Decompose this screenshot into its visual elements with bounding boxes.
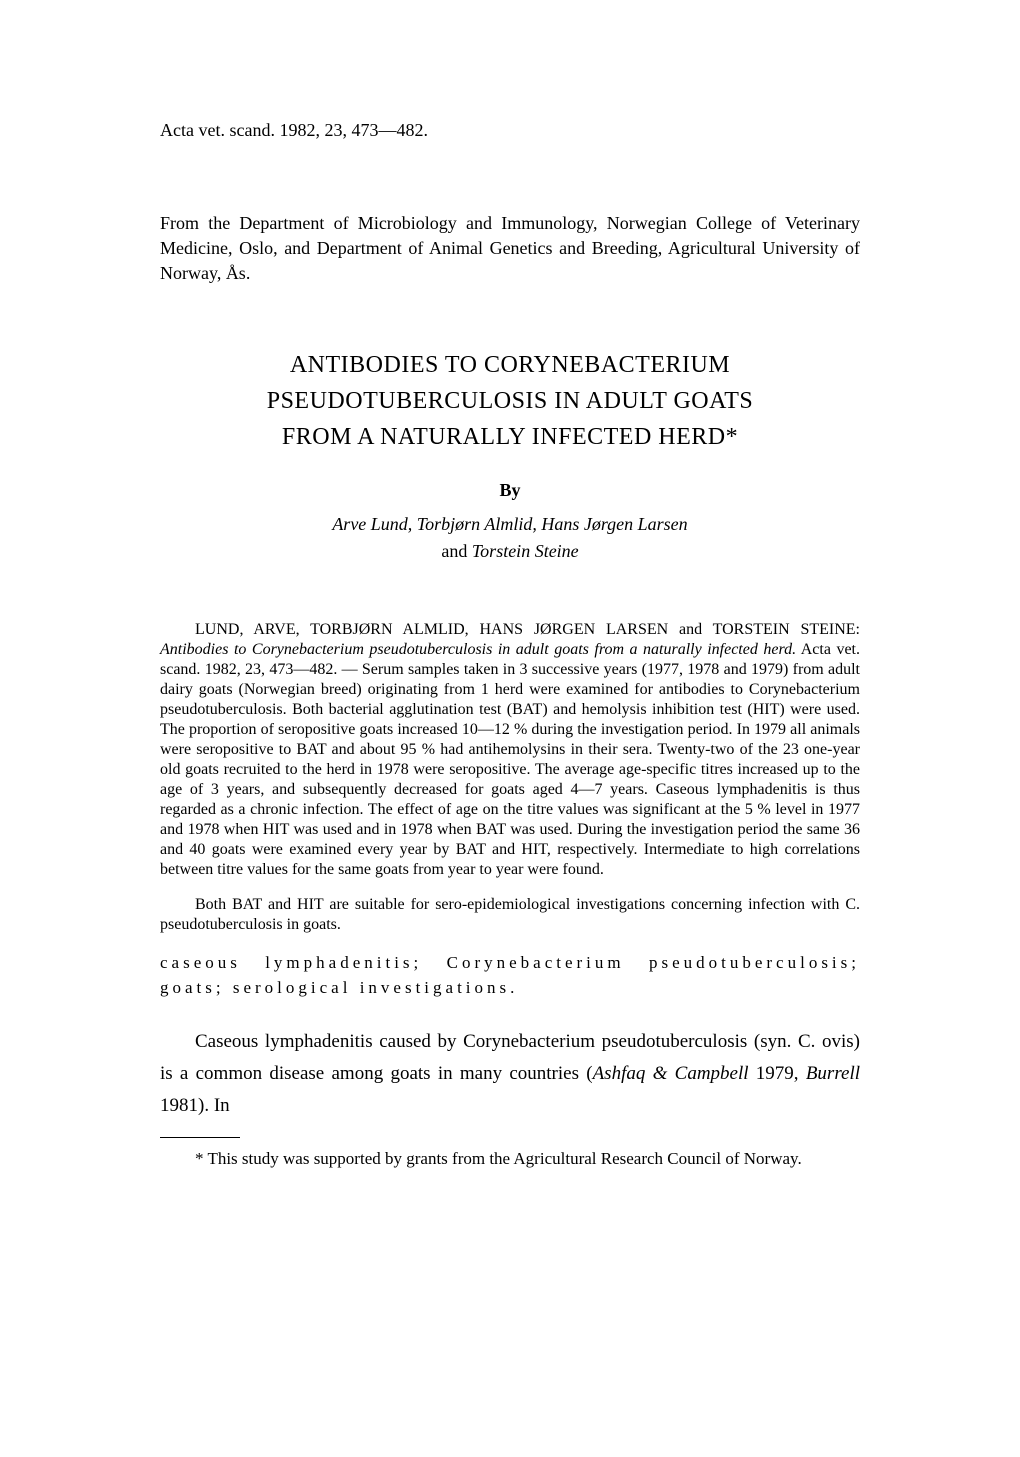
authors-line-2: Torstein Steine [472, 541, 579, 561]
footnote-separator [160, 1137, 240, 1138]
abstract-paragraph-1: LUND, ARVE, TORBJØRN ALMLID, HANS JØRGEN… [160, 620, 860, 880]
page-container: Acta vet. scand. 1982, 23, 473—482. From… [0, 0, 1020, 1252]
title-line-1: ANTIBODIES TO CORYNEBACTERIUM [290, 352, 730, 378]
body-text-c: 1981). In [160, 1095, 230, 1116]
authors: Arve Lund, Torbjørn Almlid, Hans Jørgen … [160, 511, 860, 565]
abstract-title-italic: Antibodies to Corynebacterium pseudotube… [160, 641, 796, 658]
abstract-lead-authors: LUND, ARVE, TORBJØRN ALMLID, HANS JØRGEN… [195, 621, 860, 638]
article-title: ANTIBODIES TO CORYNEBACTERIUM PSEUDOTUBE… [160, 347, 860, 455]
body-ref-1: Ashfaq & Campbell [593, 1063, 749, 1084]
authors-and: and [441, 541, 472, 561]
abstract-body: Acta vet. scand. 1982, 23, 473—482. — Se… [160, 641, 860, 878]
authors-line-1: Arve Lund, Torbjørn Almlid, Hans Jørgen … [332, 514, 687, 534]
body-text-b: 1979, [749, 1063, 806, 1084]
affiliation-text: From the Department of Microbiology and … [160, 211, 860, 287]
by-label: By [160, 480, 860, 501]
keywords: caseous lymphadenitis; Corynebacterium p… [160, 950, 860, 1001]
abstract-paragraph-2: Both BAT and HIT are suitable for sero-e… [160, 895, 860, 935]
title-line-3: FROM A NATURALLY INFECTED HERD* [282, 424, 738, 450]
title-line-2: PSEUDOTUBERCULOSIS IN ADULT GOATS [267, 388, 754, 414]
journal-reference: Acta vet. scand. 1982, 23, 473—482. [160, 120, 860, 141]
footnote-text: * This study was supported by grants fro… [160, 1146, 860, 1172]
body-ref-2: Burrell [806, 1063, 860, 1084]
body-paragraph-1: Caseous lymphadenitis caused by Coryneba… [160, 1026, 860, 1123]
